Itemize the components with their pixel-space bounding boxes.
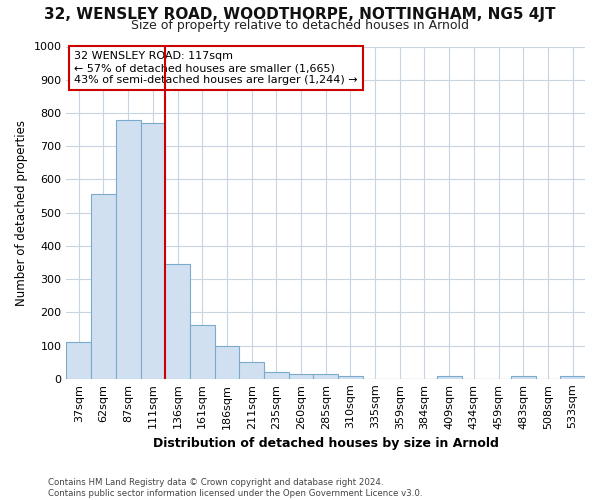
Y-axis label: Number of detached properties: Number of detached properties (15, 120, 28, 306)
Bar (140, 123, 165, 379)
Bar (437, 376, 461, 379)
X-axis label: Distribution of detached houses by size in Arnold: Distribution of detached houses by size … (153, 437, 499, 450)
Text: 32 WENSLEY ROAD: 117sqm
← 57% of detached houses are smaller (1,665)
43% of semi: 32 WENSLEY ROAD: 117sqm ← 57% of detache… (74, 52, 358, 84)
Bar (560, 376, 585, 379)
Bar (190, 324, 215, 379)
Bar (91, 194, 116, 379)
Bar (239, 362, 264, 379)
Bar (511, 376, 536, 379)
Bar (165, 264, 190, 379)
Bar (313, 374, 338, 379)
Text: Contains HM Land Registry data © Crown copyright and database right 2024.
Contai: Contains HM Land Registry data © Crown c… (48, 478, 422, 498)
Bar (67, 342, 91, 379)
Bar (215, 346, 239, 379)
Bar (116, 120, 140, 379)
Bar (264, 372, 289, 379)
Text: Size of property relative to detached houses in Arnold: Size of property relative to detached ho… (131, 19, 469, 32)
Text: 32, WENSLEY ROAD, WOODTHORPE, NOTTINGHAM, NG5 4JT: 32, WENSLEY ROAD, WOODTHORPE, NOTTINGHAM… (44, 8, 556, 22)
Bar (289, 374, 313, 379)
Bar (338, 376, 363, 379)
